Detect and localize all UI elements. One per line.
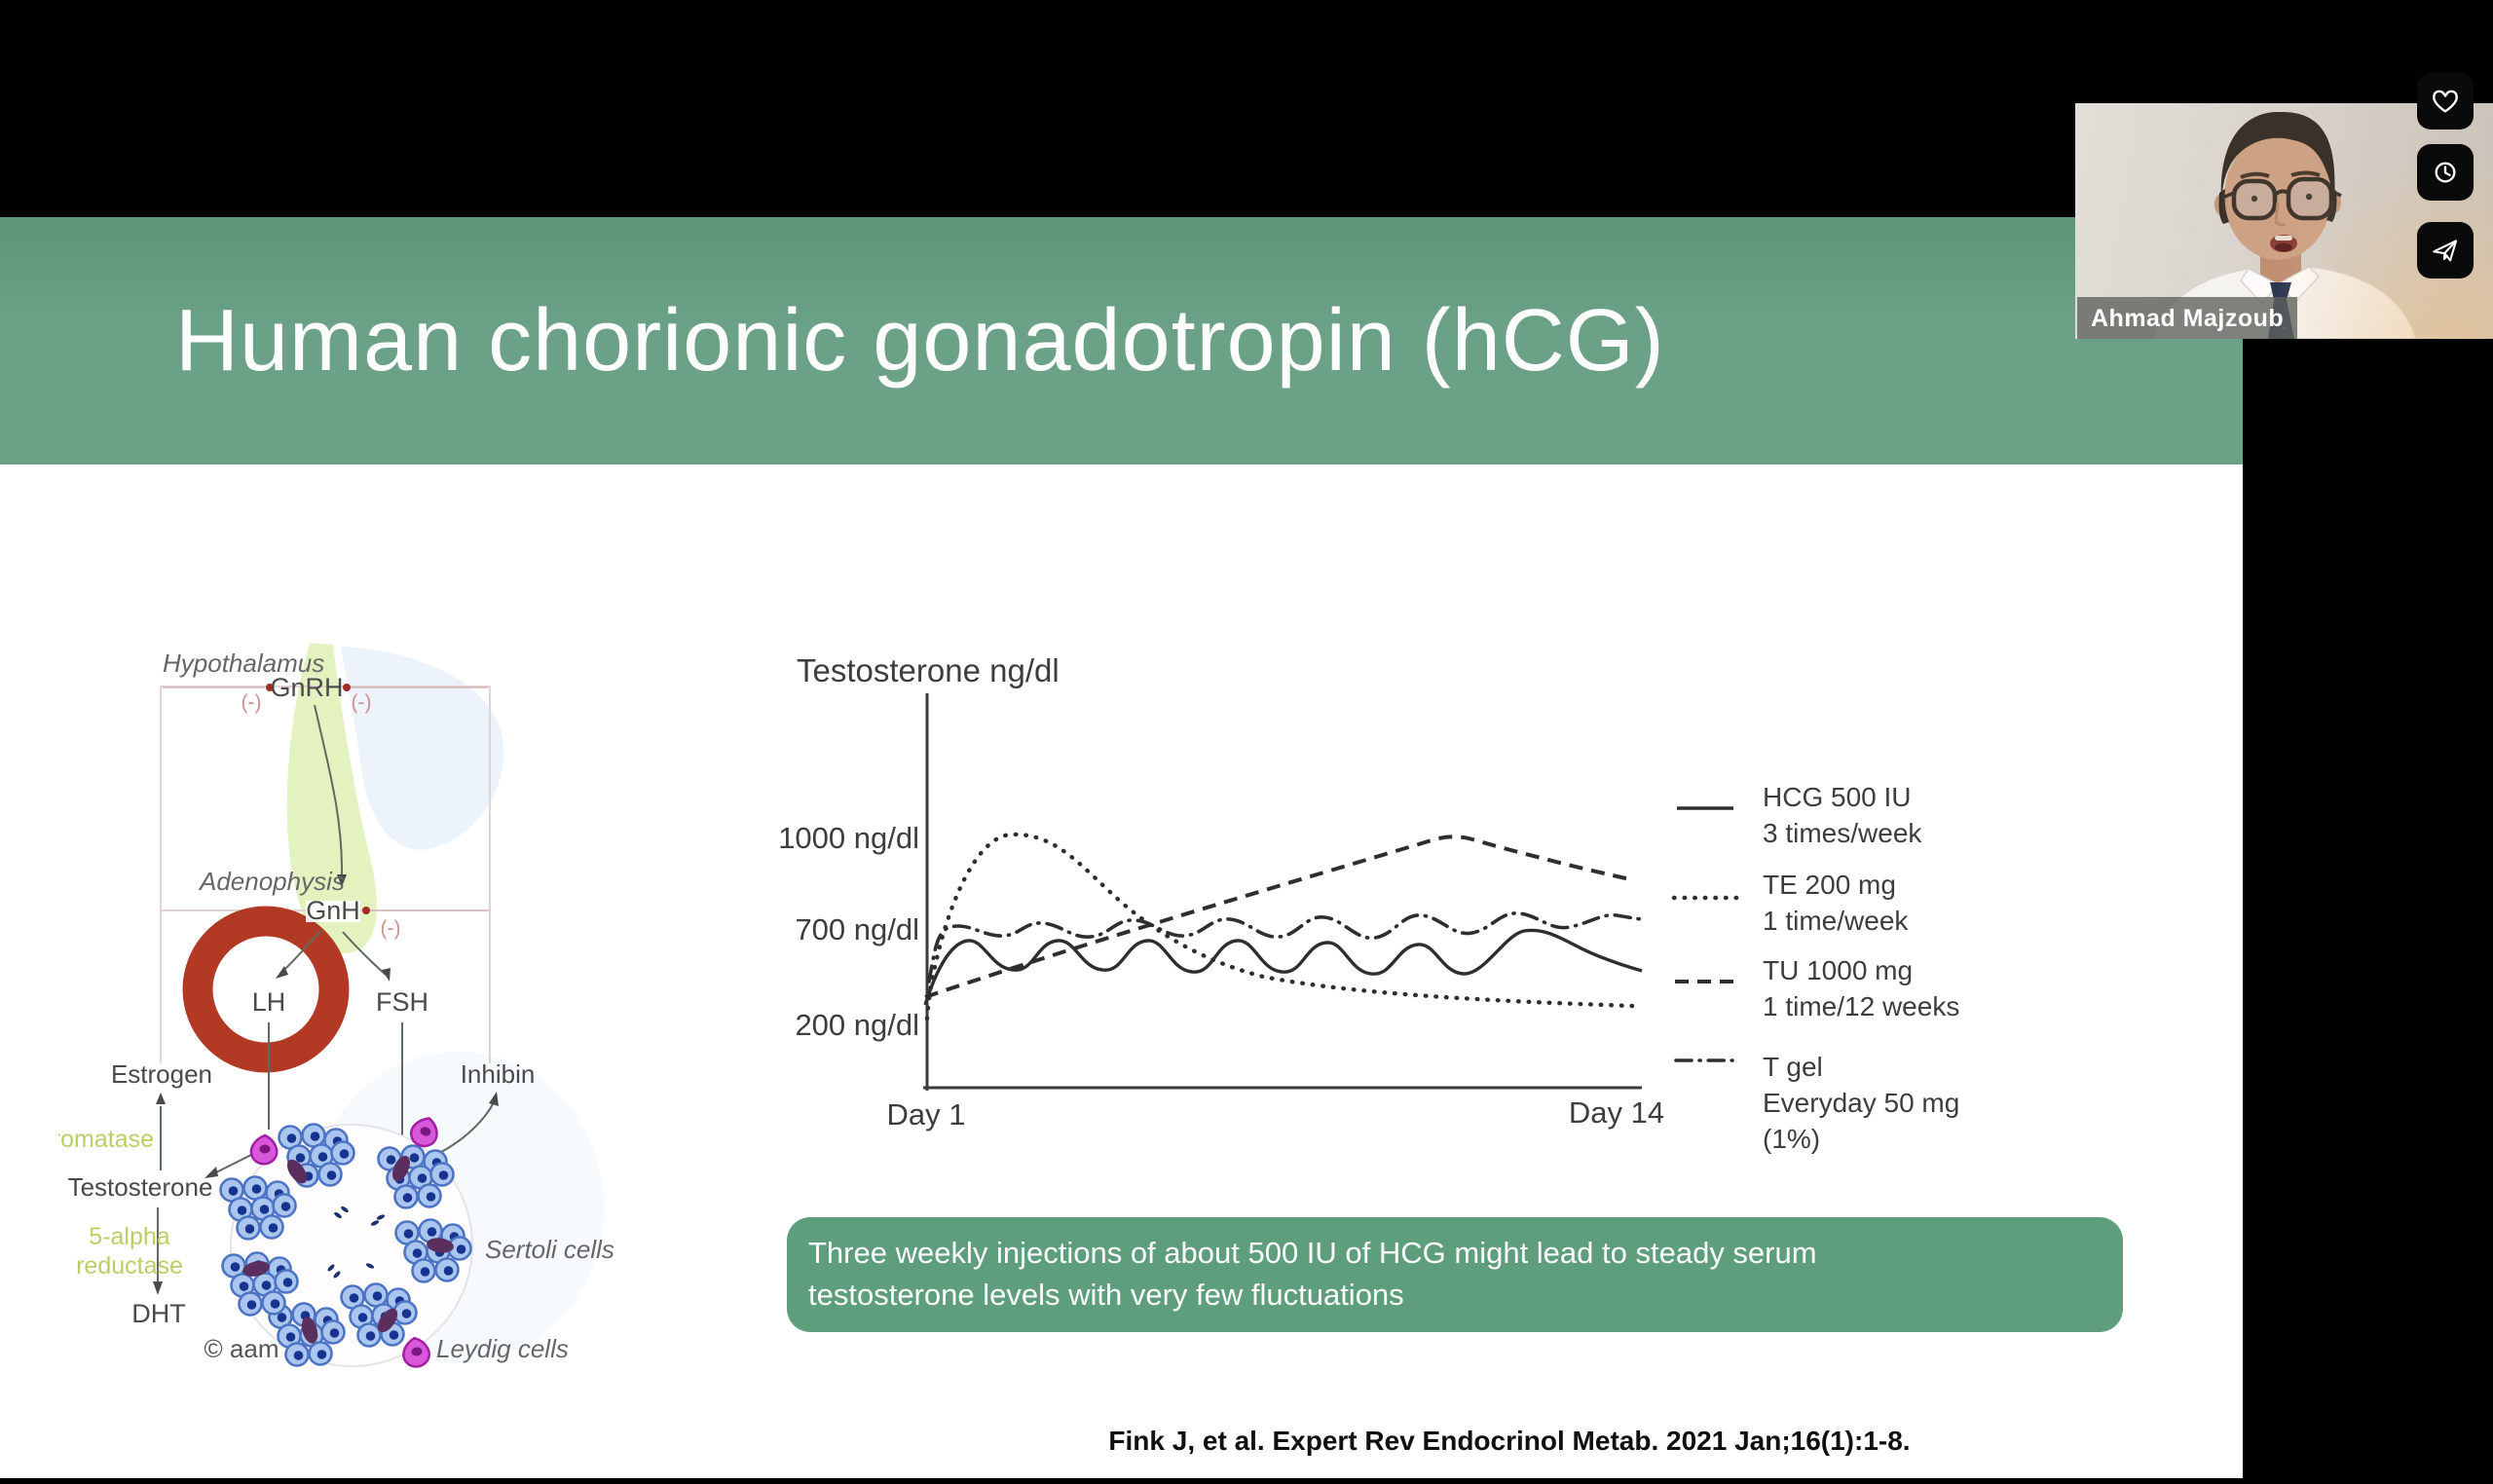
five-alpha-reductase-label-line2: reductase [76,1252,183,1280]
key-message-callout: Three weekly injections of about 500 IU … [787,1217,2123,1332]
dht-label: DHT [131,1299,186,1328]
hypothalamus-label: Hypothalamus [163,649,324,678]
y-tick-200: 200 ng/dl [795,1008,919,1042]
negative-feedback-right: (-) [343,684,488,714]
legend-line-samples [1671,806,1742,1062]
series-line-hcg [923,928,1643,1006]
fsh-label: FSH [376,987,428,1017]
presenter-name-tag: Ahmad Majzoub [2077,297,2298,339]
clock-icon [2435,162,2456,183]
page-title: Human chorionic gonadotropin (hCG) [175,291,1665,390]
series-line-tu [924,835,1631,999]
hpg-axis-diagram: (-) (-) (-) [58,643,614,1370]
y-tick-1000: 1000 ng/dl [778,821,919,855]
estrogen-label: Estrogen [111,1059,212,1089]
gnh-to-fsh-arrow [342,931,391,982]
sertoli-cells-label: Sertoli cells [485,1235,614,1264]
x-tick-day14: Day 14 [1569,1095,1664,1130]
copyright-label: © aam [205,1334,279,1363]
testosterone-to-dht-arrow [153,1207,163,1295]
svg-text:(-): (-) [381,917,401,940]
y-tick-700: 700 ng/dl [795,912,919,946]
lh-label: LH [252,987,286,1017]
svg-text:(-): (-) [242,691,262,714]
leydig-to-testosterone-arrow [205,1154,252,1178]
chart-title: Testosterone ng/dl [797,652,1060,688]
svg-text:(-): (-) [352,691,372,714]
seminiferous-tubule [221,1124,473,1367]
legend-entry-te: TE 200 mg 1 time/week [1763,870,1909,936]
lumen-spermatids [327,1206,386,1279]
webcam-tile[interactable] [2075,103,2493,339]
series-line-te [924,832,1635,1021]
gnrh-to-gnh-arrow [314,704,347,887]
legend-entry-tu: TU 1000 mg 1 time/12 weeks [1763,955,1960,1021]
testosterone-label: Testosterone [68,1172,213,1202]
citation: Fink J, et al. Expert Rev Endocrinol Met… [1108,1426,1911,1456]
x-tick-day1: Day 1 [887,1097,966,1132]
series-line-tgel [927,911,1646,983]
sertoli-nuclei [242,1155,454,1344]
slide-header-banner: Human chorionic gonadotropin (hCG) [0,217,2243,464]
legend-entry-hcg: HCG 500 IU 3 times/week [1763,782,1922,848]
negative-feedback-gnh: (-) [362,907,488,940]
leydig-cell [249,1133,279,1166]
share-button[interactable] [2417,222,2474,278]
testosterone-to-estrogen-arrow [156,1093,166,1170]
legend-entry-tgel: T gel Everyday 50 mg (1%) [1763,1052,1960,1154]
send-icon [2433,240,2458,262]
history-button[interactable] [2417,144,2474,201]
pituitary-ring [182,906,350,1073]
like-button[interactable] [2417,73,2474,130]
gnh-label: GnH [306,896,360,925]
negative-feedback-left: (-) [163,684,274,714]
gnh-to-lh-arrow [276,929,322,979]
inhibin-label: Inhibin [461,1059,536,1089]
testosterone-chart: Testosterone ng/dl 1000 ng/dl 700 ng/dl … [778,652,1742,1132]
gnrh-label: GnRH [270,673,343,702]
key-message-text: Three weekly injections of about 500 IU … [808,1236,1817,1312]
aromatase-label: Aromatase [58,1126,154,1153]
adenophysis-label: Adenophysis [198,867,345,896]
heart-icon [2433,90,2458,113]
leydig-cells-label: Leydig cells [436,1334,569,1363]
five-alpha-reductase-label-line1: 5-alpha [89,1223,169,1250]
